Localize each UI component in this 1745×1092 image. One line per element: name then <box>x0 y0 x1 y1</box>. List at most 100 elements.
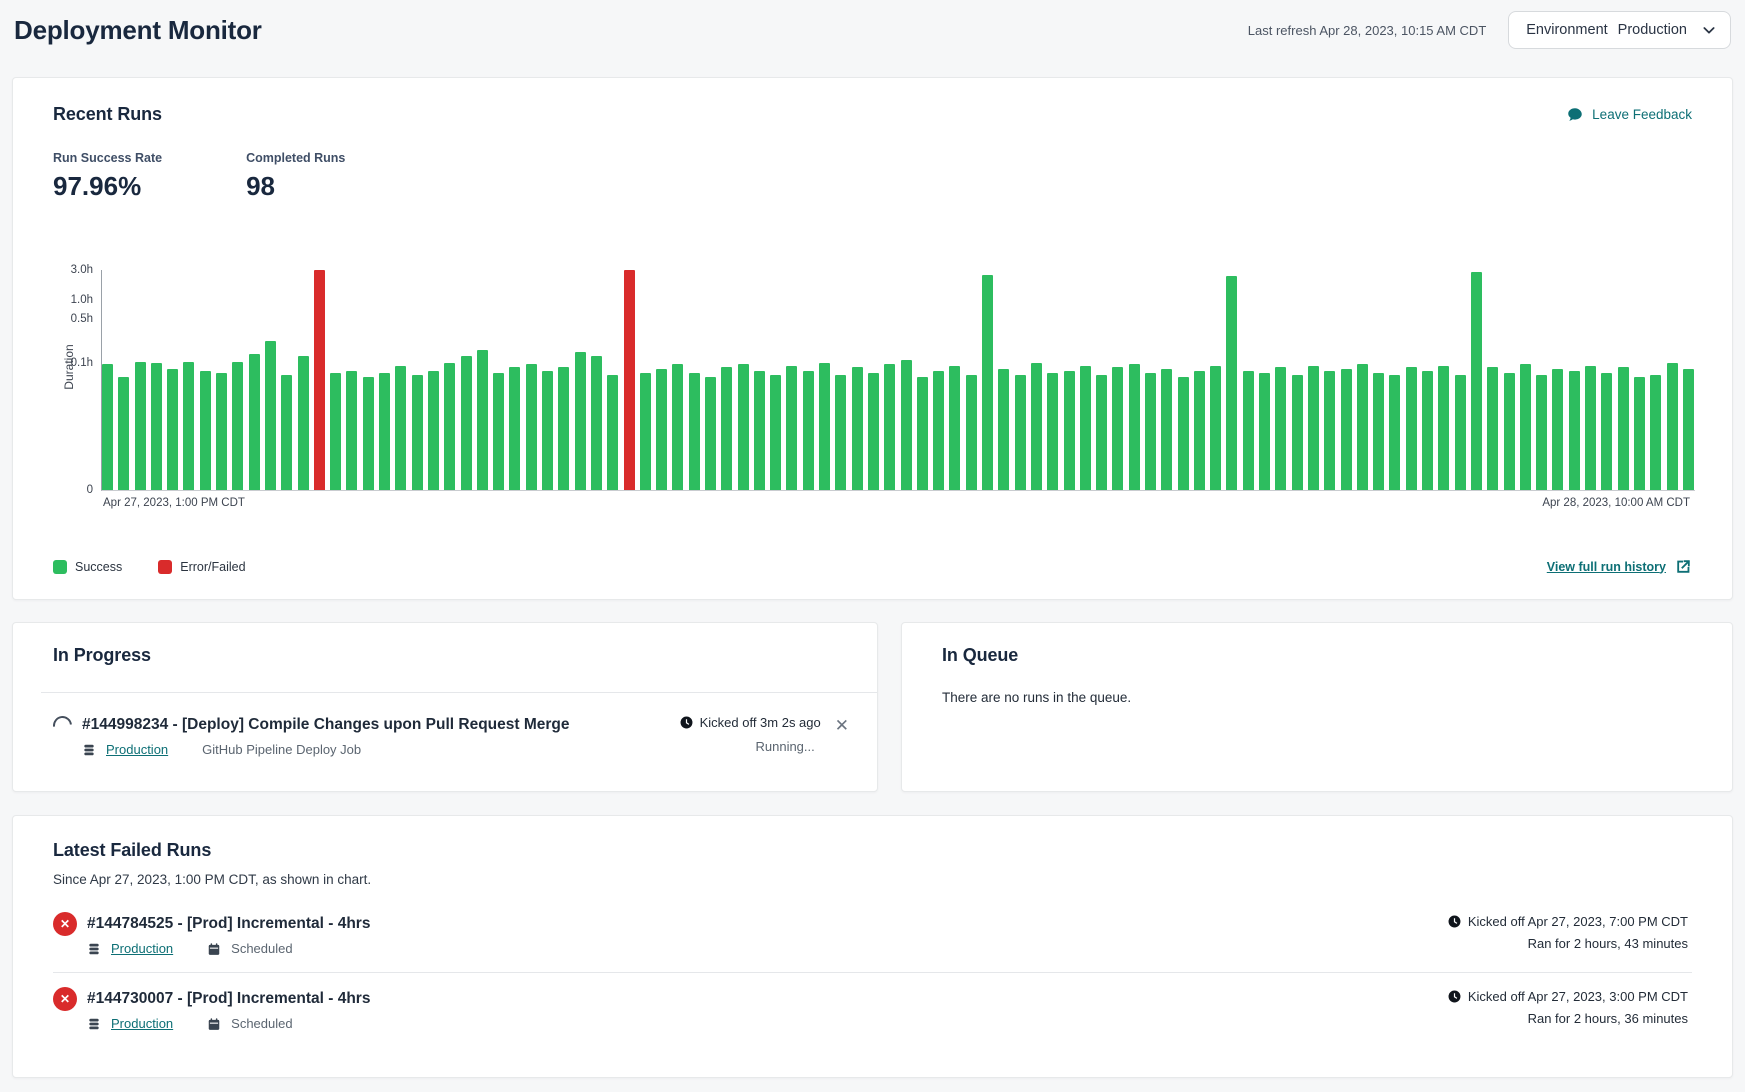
chart-bar-success[interactable] <box>1096 375 1107 490</box>
chart-bar-success[interactable] <box>1650 375 1661 490</box>
chart-bar-success[interactable] <box>1015 375 1026 490</box>
chart-bar-success[interactable] <box>135 362 146 490</box>
chart-bar-success[interactable] <box>1357 364 1368 490</box>
chart-bar-success[interactable] <box>835 375 846 490</box>
chart-bar-success[interactable] <box>1406 367 1417 490</box>
chart-bar-success[interactable] <box>1129 364 1140 490</box>
chart-bar-success[interactable] <box>966 375 977 490</box>
chart-bar-success[interactable] <box>1243 371 1254 490</box>
chart-bar-success[interactable] <box>1080 366 1091 490</box>
legend-item-error[interactable]: Error/Failed <box>158 560 245 574</box>
chart-bar-success[interactable] <box>949 366 960 490</box>
chart-bar-success[interactable] <box>1275 367 1286 490</box>
chart-bar-success[interactable] <box>509 367 520 490</box>
chart-bar-success[interactable] <box>656 369 667 490</box>
chart-bar-success[interactable] <box>167 369 178 490</box>
chart-bar-success[interactable] <box>216 373 227 490</box>
legend-item-success[interactable]: Success <box>53 560 122 574</box>
chart-bar-success[interactable] <box>118 377 129 490</box>
chart-bar-success[interactable] <box>803 371 814 490</box>
chart-bar-success[interactable] <box>1292 375 1303 490</box>
chart-bar-success[interactable] <box>526 364 537 490</box>
chart-bar-success[interactable] <box>884 364 895 490</box>
chart-bar-success[interactable] <box>102 364 113 490</box>
chart-bar-success[interactable] <box>1683 369 1694 490</box>
chart-bar-success[interactable] <box>917 377 928 490</box>
chart-bar-success[interactable] <box>1601 373 1612 490</box>
chart-bar-error[interactable] <box>314 270 325 490</box>
chart-bar-success[interactable] <box>754 371 765 490</box>
chart-bar-success[interactable] <box>672 364 683 490</box>
chart-bar-success[interactable] <box>1226 276 1237 490</box>
chart-bar-success[interactable] <box>575 352 586 490</box>
chart-bar-success[interactable] <box>1438 366 1449 490</box>
chart-bar-success[interactable] <box>281 375 292 490</box>
chart-bar-success[interactable] <box>330 373 341 490</box>
chart-bar-success[interactable] <box>379 373 390 490</box>
chart-bar-success[interactable] <box>151 363 162 490</box>
chart-bar-success[interactable] <box>1112 367 1123 490</box>
chart-bar-success[interactable] <box>542 371 553 490</box>
chart-bar-error[interactable] <box>624 270 635 490</box>
chart-bar-success[interactable] <box>852 367 863 490</box>
chart-bar-success[interactable] <box>689 373 700 490</box>
chart-bar-success[interactable] <box>1064 371 1075 490</box>
chart-bar-success[interactable] <box>428 371 439 490</box>
chart-bar-success[interactable] <box>1569 371 1580 490</box>
environment-link[interactable]: Production <box>111 1016 173 1031</box>
chart-bar-success[interactable] <box>868 373 879 490</box>
chart-bar-success[interactable] <box>1210 366 1221 490</box>
chart-bar-success[interactable] <box>901 360 912 490</box>
chart-bar-success[interactable] <box>982 275 993 490</box>
chart-bar-success[interactable] <box>705 377 716 490</box>
chart-bar-success[interactable] <box>1455 375 1466 490</box>
chart-bar-success[interactable] <box>1308 366 1319 490</box>
chart-bar-success[interactable] <box>1161 369 1172 490</box>
chart-bar-success[interactable] <box>607 375 618 490</box>
chart-bar-success[interactable] <box>1373 373 1384 490</box>
chart-bar-success[interactable] <box>1618 367 1629 490</box>
chart-bar-success[interactable] <box>819 363 830 490</box>
chart-bar-success[interactable] <box>1324 371 1335 490</box>
chart-bar-success[interactable] <box>444 363 455 490</box>
environment-link[interactable]: Production <box>106 742 168 757</box>
chart-bar-success[interactable] <box>786 366 797 490</box>
chart-bar-success[interactable] <box>1341 369 1352 490</box>
chart-bar-success[interactable] <box>298 356 309 490</box>
chart-bar-success[interactable] <box>1487 367 1498 490</box>
chart-bar-success[interactable] <box>1178 377 1189 490</box>
chart-bar-success[interactable] <box>1552 369 1563 490</box>
chart-bar-success[interactable] <box>1259 373 1270 490</box>
chart-bar-success[interactable] <box>1634 377 1645 490</box>
chart-bar-success[interactable] <box>461 356 472 490</box>
chart-bar-success[interactable] <box>249 354 260 490</box>
chart-bar-success[interactable] <box>493 373 504 490</box>
view-run-history-link[interactable]: View full run history <box>1547 558 1692 575</box>
chart-bar-success[interactable] <box>1145 373 1156 490</box>
chart-bar-success[interactable] <box>346 371 357 490</box>
chart-bar-success[interactable] <box>363 377 374 490</box>
environment-dropdown[interactable]: Environment Production <box>1508 11 1731 49</box>
chart-bar-success[interactable] <box>1585 366 1596 490</box>
chart-bar-success[interactable] <box>770 375 781 490</box>
chart-bar-success[interactable] <box>933 371 944 490</box>
chart-bar-success[interactable] <box>1667 363 1678 490</box>
chart-bar-success[interactable] <box>412 375 423 490</box>
chart-bar-success[interactable] <box>591 356 602 490</box>
leave-feedback-link[interactable]: Leave Feedback <box>1566 106 1692 124</box>
chart-bar-success[interactable] <box>558 367 569 490</box>
chart-bar-success[interactable] <box>1031 363 1042 490</box>
chart-bar-success[interactable] <box>395 366 406 490</box>
chart-bar-success[interactable] <box>265 341 276 490</box>
chart-bar-success[interactable] <box>738 364 749 490</box>
chart-bar-success[interactable] <box>1471 272 1482 490</box>
chart-bar-success[interactable] <box>640 373 651 490</box>
chart-bar-success[interactable] <box>1389 375 1400 490</box>
chart-bar-success[interactable] <box>1520 364 1531 490</box>
environment-link[interactable]: Production <box>111 941 173 956</box>
chart-bar-success[interactable] <box>1504 373 1515 490</box>
chart-bar-success[interactable] <box>200 371 211 490</box>
chart-bar-success[interactable] <box>477 350 488 490</box>
chart-bar-success[interactable] <box>1422 371 1433 490</box>
chart-bar-success[interactable] <box>1536 375 1547 490</box>
